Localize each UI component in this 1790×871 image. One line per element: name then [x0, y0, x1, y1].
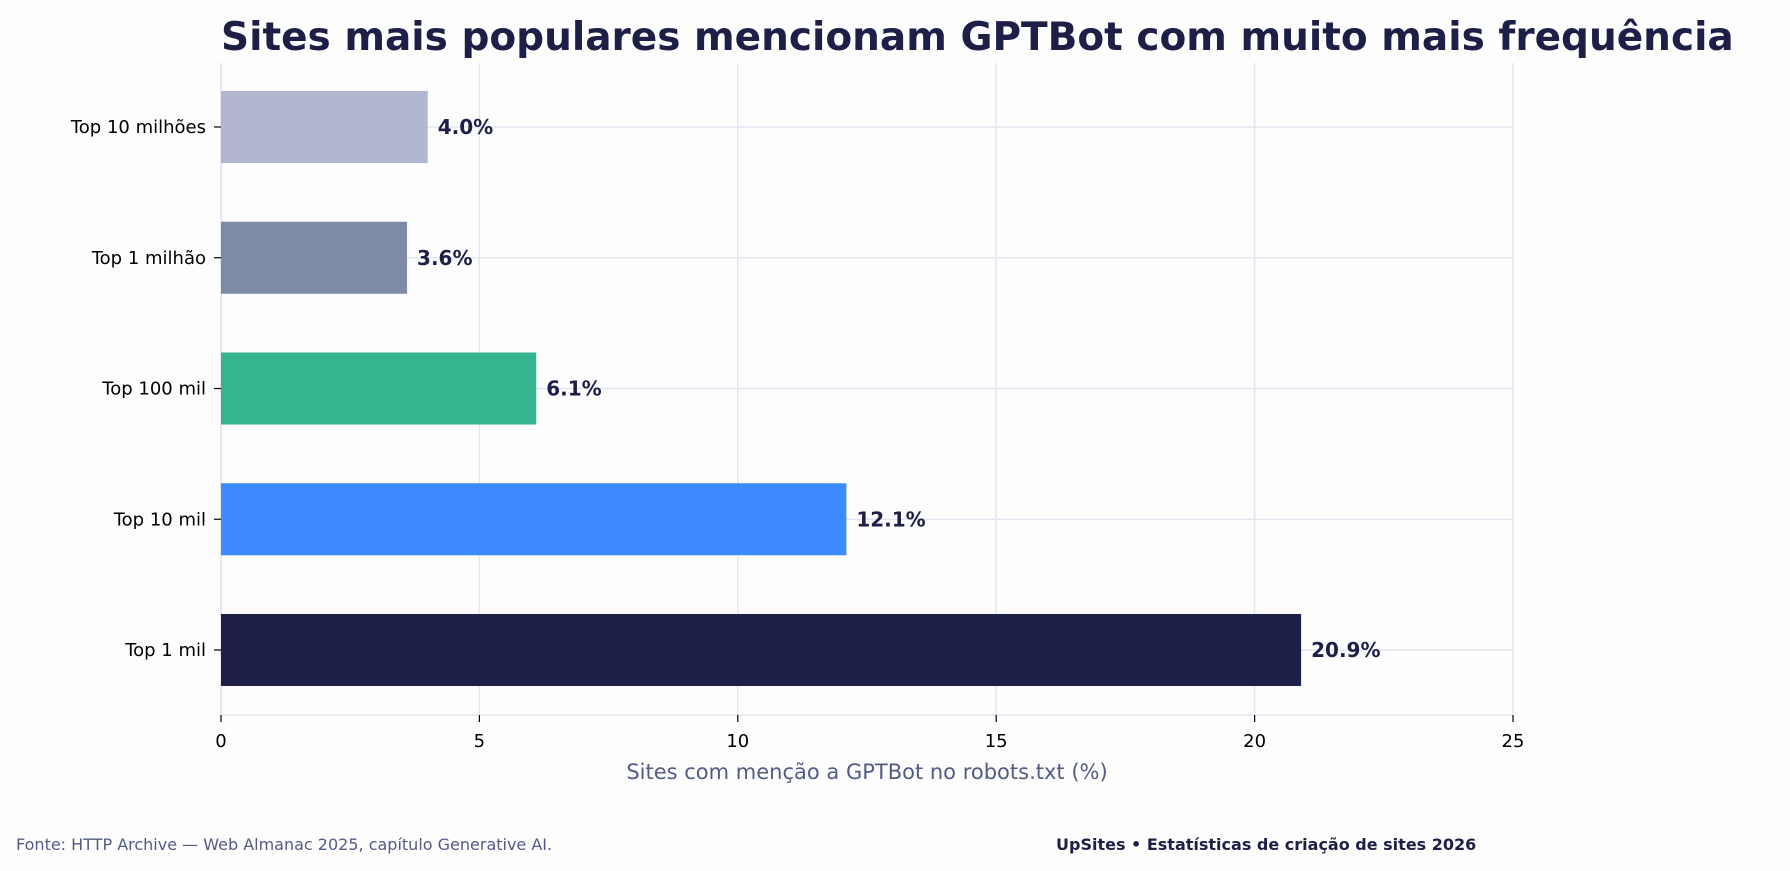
bar-value-label: 20.9% — [1311, 638, 1380, 662]
x-tick-layer: 0 5 10 15 20 25 — [215, 715, 1524, 752]
bar-value-label: 3.6% — [417, 246, 472, 270]
bar — [221, 614, 1302, 686]
bar-value-label: 4.0% — [438, 115, 493, 139]
x-tick-label: 10 — [726, 731, 749, 752]
source-note: Fonte: HTTP Archive — Web Almanac 2025, … — [16, 835, 553, 854]
x-tick-label: 25 — [1502, 731, 1525, 752]
bar — [221, 483, 847, 556]
y-tick-layer: Top 1 mil Top 10 mil Top 100 mil Top 1 milh… — [70, 117, 221, 661]
bar-value-label: 6.1% — [546, 377, 601, 401]
bar-value-label: 12.1% — [856, 507, 925, 531]
bar — [221, 221, 408, 294]
x-tick-label: 15 — [985, 731, 1008, 752]
x-tick-label: 5 — [474, 731, 485, 752]
brand-note: UpSites • Estatísticas de criação de sit… — [1056, 835, 1477, 854]
y-tick-label: Top 1 mil — [124, 640, 206, 661]
y-tick-label: Top 10 milhões — [70, 117, 206, 138]
x-axis-label: Sites com menção a GPTBot no robots.txt … — [626, 760, 1107, 784]
bar — [221, 352, 537, 425]
bar — [221, 91, 428, 163]
y-tick-label: Top 10 mil — [113, 509, 206, 530]
chart-title: Sites mais populares mencionam GPTBot co… — [221, 15, 1734, 60]
y-tick-label: Top 1 milhão — [91, 248, 206, 269]
x-tick-label: 0 — [215, 731, 226, 752]
value-label-layer: 20.9% 12.1% 6.1% 3.6% 4.0% — [417, 115, 1380, 662]
bars-layer — [221, 91, 1302, 686]
x-tick-label: 20 — [1243, 731, 1266, 752]
y-tick-label: Top 100 mil — [101, 379, 206, 400]
